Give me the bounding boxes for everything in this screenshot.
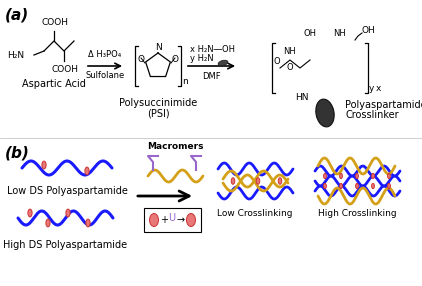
- Ellipse shape: [340, 183, 342, 188]
- Text: x H₂N―OH: x H₂N―OH: [190, 45, 235, 54]
- Text: Aspartic Acid: Aspartic Acid: [22, 79, 86, 89]
- Text: (b): (b): [5, 146, 30, 161]
- Ellipse shape: [85, 167, 89, 175]
- Text: NH: NH: [284, 47, 296, 56]
- Text: OH: OH: [362, 26, 376, 35]
- Ellipse shape: [372, 183, 374, 188]
- Ellipse shape: [324, 173, 326, 178]
- Ellipse shape: [28, 209, 32, 217]
- Text: Polysuccinimide: Polysuccinimide: [119, 98, 197, 108]
- Ellipse shape: [66, 209, 70, 217]
- Text: x: x: [376, 84, 381, 93]
- Ellipse shape: [46, 219, 50, 227]
- Text: y H₂N: y H₂N: [190, 54, 214, 63]
- Text: COOH: COOH: [41, 18, 68, 27]
- Ellipse shape: [218, 60, 228, 66]
- Text: O: O: [137, 55, 144, 65]
- Ellipse shape: [387, 173, 390, 178]
- Ellipse shape: [187, 214, 195, 227]
- Text: +: +: [160, 215, 168, 225]
- Ellipse shape: [316, 99, 334, 127]
- Text: (PSI): (PSI): [147, 108, 169, 118]
- Text: Low Crosslinking: Low Crosslinking: [217, 209, 293, 218]
- Text: OH: OH: [303, 29, 316, 38]
- Text: (a): (a): [5, 8, 29, 23]
- Ellipse shape: [278, 178, 282, 184]
- Text: COOH: COOH: [51, 65, 78, 74]
- Text: O: O: [287, 63, 293, 72]
- Text: H₂N: H₂N: [7, 51, 24, 61]
- Text: →: →: [177, 215, 185, 225]
- Text: O: O: [172, 55, 179, 65]
- Text: O: O: [274, 57, 280, 66]
- Ellipse shape: [356, 173, 358, 178]
- Ellipse shape: [231, 178, 235, 184]
- Text: n: n: [182, 77, 188, 86]
- Text: Δ H₃PO₄: Δ H₃PO₄: [88, 50, 122, 59]
- Text: y: y: [369, 84, 374, 93]
- Text: HN: HN: [295, 93, 309, 102]
- Ellipse shape: [86, 219, 90, 227]
- Ellipse shape: [256, 178, 260, 184]
- Ellipse shape: [356, 183, 358, 188]
- Text: U: U: [168, 213, 176, 223]
- Text: High Crosslinking: High Crosslinking: [318, 209, 396, 218]
- Text: Macromers: Macromers: [147, 142, 204, 151]
- Ellipse shape: [372, 173, 374, 178]
- Text: N: N: [154, 43, 161, 52]
- Ellipse shape: [324, 183, 326, 188]
- Ellipse shape: [340, 173, 342, 178]
- Ellipse shape: [387, 183, 390, 188]
- Text: Low DS Polyaspartamide: Low DS Polyaspartamide: [7, 186, 127, 196]
- Text: Crosslinker: Crosslinker: [345, 110, 399, 120]
- Text: NH: NH: [334, 29, 346, 38]
- Text: Polyaspartamide: Polyaspartamide: [345, 100, 422, 110]
- FancyBboxPatch shape: [144, 208, 201, 232]
- Ellipse shape: [42, 161, 46, 169]
- Ellipse shape: [149, 214, 159, 227]
- Text: High DS Polyaspartamide: High DS Polyaspartamide: [3, 240, 127, 250]
- Text: DMF: DMF: [202, 72, 221, 81]
- Text: Sulfolane: Sulfolane: [85, 71, 124, 80]
